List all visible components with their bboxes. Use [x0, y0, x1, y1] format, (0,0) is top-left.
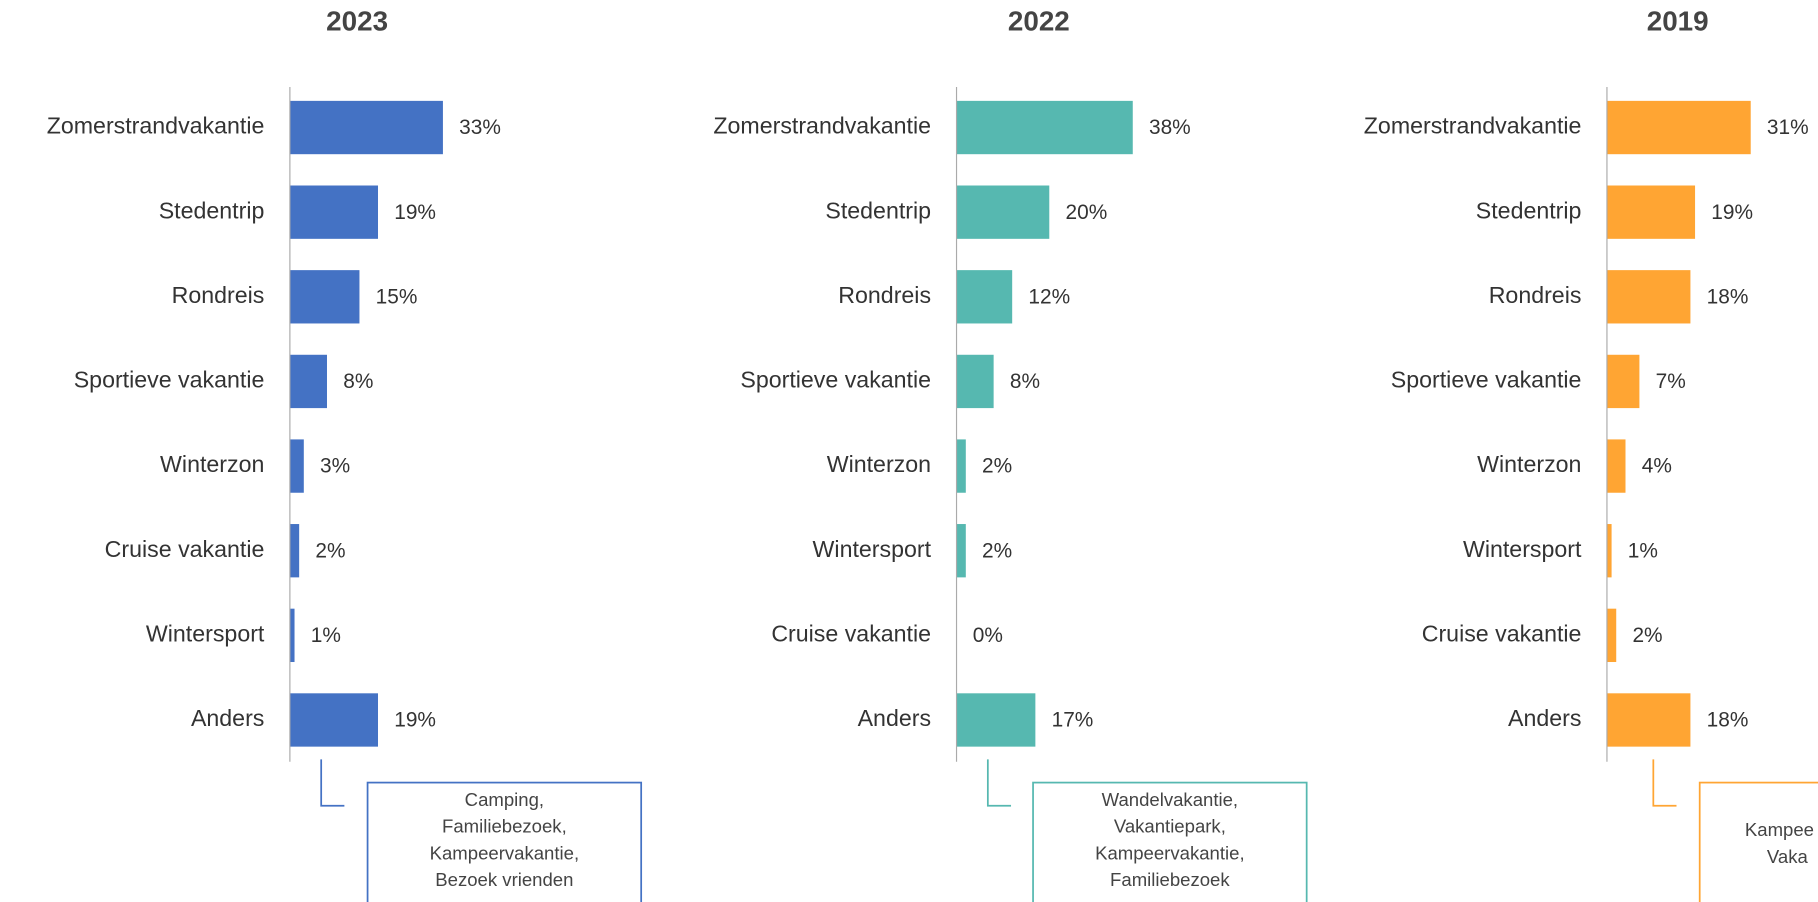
bar: [289, 439, 304, 493]
annotation-text: Vaka: [1767, 846, 1809, 867]
category-label: Sportieve vakantie: [1391, 367, 1582, 393]
category-label: Wintersport: [146, 620, 265, 646]
value-label: 19%: [394, 201, 436, 224]
value-label: 1%: [311, 624, 341, 647]
bar: [956, 693, 1036, 747]
bar: [289, 354, 327, 409]
category-label: Stedentrip: [159, 197, 265, 223]
annotation-connector: [320, 759, 345, 807]
bar: [289, 524, 300, 578]
value-label: 19%: [394, 709, 436, 732]
category-label: Cruise vakantie: [771, 620, 931, 646]
value-label: 2%: [1632, 624, 1662, 647]
category-label: Wintersport: [1463, 536, 1582, 562]
annotation-text: Kampeervakantie,: [430, 842, 580, 863]
category-label: Anders: [191, 705, 264, 731]
value-label: 8%: [343, 370, 373, 393]
category-label: Wintersport: [813, 536, 932, 562]
annotation-text: Camping,: [465, 789, 544, 810]
bar: [1606, 608, 1617, 663]
category-label: Zomerstrandvakantie: [713, 113, 931, 139]
value-label: 2%: [982, 455, 1012, 478]
annotation-box: [366, 781, 643, 902]
bar: [956, 270, 1013, 324]
value-label: 31%: [1767, 116, 1809, 139]
chart-title: 2022: [1008, 6, 1070, 37]
category-label: Rondreis: [172, 282, 265, 308]
category-label: Winterzon: [1477, 451, 1581, 477]
category-label: Zomerstrandvakantie: [47, 113, 265, 139]
value-label: 19%: [1711, 201, 1753, 224]
category-label: Cruise vakantie: [105, 536, 265, 562]
bar: [289, 270, 360, 324]
bar: [1606, 524, 1612, 578]
value-label: 4%: [1642, 455, 1672, 478]
chart-title: 2023: [326, 6, 388, 37]
value-label: 7%: [1656, 370, 1686, 393]
bar: [1606, 100, 1751, 155]
bar: [289, 693, 379, 747]
bar: [956, 354, 994, 409]
annotation-connector: [986, 759, 1012, 807]
annotation-text: Familiebezoek: [1110, 869, 1230, 890]
value-label: 0%: [973, 624, 1003, 647]
value-label: 12%: [1028, 285, 1070, 308]
category-label: Stedentrip: [825, 197, 931, 223]
bar: [289, 100, 443, 155]
bar: [1606, 270, 1691, 324]
value-label: 18%: [1707, 285, 1749, 308]
category-label: Anders: [1508, 705, 1581, 731]
annotation-text: Bezoek vrienden: [435, 869, 573, 890]
value-label: 18%: [1707, 709, 1749, 732]
value-label: 2%: [982, 539, 1012, 562]
category-label: Rondreis: [1489, 282, 1582, 308]
annotation-text: Vakantiepark,: [1114, 816, 1226, 837]
bar: [956, 524, 966, 578]
category-label: Sportieve vakantie: [74, 367, 265, 393]
category-label: Zomerstrandvakantie: [1364, 113, 1582, 139]
category-label: Rondreis: [838, 282, 931, 308]
bar: [1606, 693, 1691, 747]
value-label: 3%: [320, 455, 350, 478]
value-label: 8%: [1010, 370, 1040, 393]
bar: [956, 100, 1133, 155]
category-label: Sportieve vakantie: [740, 367, 931, 393]
bar: [1606, 439, 1626, 493]
value-label: 15%: [376, 285, 418, 308]
chart-title: 2019: [1647, 6, 1709, 37]
value-label: 20%: [1066, 201, 1108, 224]
bar: [956, 185, 1050, 239]
annotation-box: [1698, 781, 1818, 902]
value-label: 38%: [1149, 116, 1191, 139]
category-label: Winterzon: [160, 451, 264, 477]
value-label: 1%: [1628, 539, 1658, 562]
bar: [956, 439, 966, 493]
category-label: Winterzon: [827, 451, 931, 477]
bar: [1606, 354, 1640, 409]
annotation-box: [1032, 781, 1308, 902]
bar: [289, 608, 295, 663]
value-label: 33%: [459, 116, 501, 139]
annotation-text: Kampeervakantie,: [1095, 842, 1245, 863]
annotation-text: Familiebezoek,: [442, 816, 567, 837]
bar: [289, 185, 379, 239]
category-label: Cruise vakantie: [1422, 620, 1582, 646]
annotation-text: Wandelvakantie,: [1102, 789, 1238, 810]
bar: [1606, 185, 1696, 239]
value-label: 17%: [1052, 709, 1094, 732]
annotation-connector: [1652, 759, 1677, 807]
annotation-text: Kampee: [1745, 819, 1814, 840]
category-label: Stedentrip: [1476, 197, 1582, 223]
value-label: 2%: [315, 539, 345, 562]
category-label: Anders: [858, 705, 931, 731]
